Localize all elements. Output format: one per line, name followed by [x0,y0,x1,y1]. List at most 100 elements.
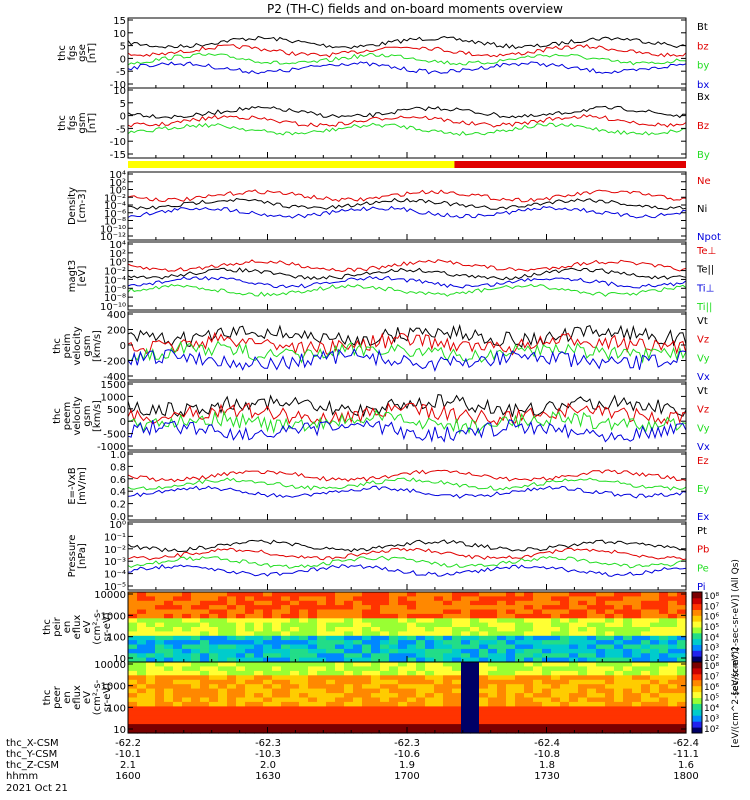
colorbar-tick: 10⁶ [704,683,719,693]
series-Bt [127,35,687,50]
y-tick-label: 10⁻⁸ [104,217,126,228]
series-Vz [127,402,687,426]
colorbar-tick: 10⁷ [704,673,719,683]
legend-entry: Vz [697,335,709,346]
legend-entry: Vx [697,442,710,453]
y-tick-label: -15 [110,150,126,161]
series-bz [127,44,687,58]
x-tick-value: -62.4 [534,738,560,749]
colorbar-cell [692,597,702,605]
y-tick-label: -5 [116,67,126,78]
panel-efield: 1.00.8 0.60.4 0.20.0 E=-VxB [mV/m] Ez Ey Ex [67,450,709,523]
y-axis-label: en [62,621,73,634]
colorbar-cell [692,715,702,722]
series-Vt [127,394,687,418]
x-axis-table: thc_X-CSM -62.2 -62.3 -62.3 -62.4 -62.4 thc_Y-… [6,738,699,794]
colorbar-cell [692,603,702,610]
legend-entry: Ey [697,484,709,495]
y-tick-label: 10 [113,86,126,97]
heatmap-cells [128,662,687,734]
y-tick-label: -200 [103,357,126,368]
y-tick-label: 1000 [101,682,126,693]
y-tick-label: -5 [116,124,126,135]
y-axis-label: [mV/m] [77,467,88,505]
legend-entry: Ni [697,204,707,215]
panel-peer_eflux: 10000 1000 100 10 thc peer en eflux eV (cm²-s-sr-… [42,660,687,736]
series-Vy [127,340,687,364]
y-tick-label: 500 [107,405,126,416]
series-Pi [127,564,687,577]
x-row-label: hhmm [6,771,38,782]
x-row-label: thc_X-CSM [6,738,59,749]
y-tick-label: 10⁰ [109,520,126,531]
y-tick-label: 10² [109,249,126,260]
y-tick-label: 10⁻³ [104,557,126,568]
x-axis-date: 2021 Oct 21 [6,783,68,794]
y-axis-label: peer [52,685,63,709]
y-tick-label: 0.0 [110,512,126,523]
colorbar-cell [692,638,702,645]
legend-entry: Pi [697,582,706,593]
series-Ne [127,189,687,203]
y-axis-label: thc [42,690,53,706]
x-tick-value: 1700 [394,771,419,782]
legend-entry: Ex [697,512,709,523]
colorbar-cell [692,673,702,681]
y-axis-label: gsm [82,405,93,426]
legend-entry: Pt [697,526,707,537]
colorbar-cell [692,727,702,734]
y-tick-label: 0 [120,417,126,428]
colorbar-cell [692,632,702,640]
series-bx [127,61,687,75]
status-bar [128,161,686,168]
x-tick-value: -11.1 [673,749,699,760]
x-tick-value: 2.1 [120,760,136,771]
y-tick-label: 100 [107,633,126,644]
y-axis-label: [nT] [87,43,98,63]
y-axis-label: (cm²-s- [92,679,103,715]
x-tick-value: -10.1 [115,749,141,760]
y-axis-label: gse [77,44,88,62]
x-tick-value: 1800 [673,771,698,782]
colorbar-label: [eV/(cm^2-sec-sr-eV)] [731,647,741,747]
series-Vy [127,409,687,435]
colorbar-cell [692,703,702,710]
y-axis-label: peir [52,616,63,636]
y-tick-label: 10⁰ [109,258,126,269]
y-tick-label: -10 [110,80,126,91]
status-segment [128,161,455,168]
y-tick-label: 10000 [94,590,126,601]
y-tick-label: 10⁰ [109,186,126,197]
series-Vt [127,323,687,349]
y-axis-label: (cm²-s- [92,609,103,645]
colorbar-cell [692,627,702,634]
y-tick-label: 10 [113,654,126,665]
y-tick-label: 5 [120,42,126,53]
y-axis-label: sr-eV) [102,683,113,712]
y-axis-label: eflux [72,685,83,710]
y-axis-label: [cm-3] [77,189,88,222]
x-tick-value: -62.4 [673,738,699,749]
y-axis-label: Density [67,187,78,225]
y-axis-label: Pressure [67,535,78,578]
x-tick-value: -10.3 [255,749,281,760]
y-tick-label: 10⁻² [104,545,126,556]
y-tick-label: 400 [107,310,126,321]
series-Vz [127,331,687,356]
legend-entry: Vy [697,353,710,364]
series-Pb [127,547,687,561]
y-axis-label: peem [62,402,73,430]
colorbar-cell [692,656,702,663]
x-tick-value: 1.6 [678,760,694,771]
y-axis-label: thc [52,338,63,354]
legend-entry: Ez [697,456,709,467]
y-axis-label: fgs [67,115,78,130]
colorbar-tick: 10² [704,725,719,735]
series-Ti⊥ [127,275,687,289]
series-Te⊥ [127,259,687,273]
panel-peir_eflux: 10000 1000 100 10 thc peir en eflux eV (cm²-s-sr-… [42,590,687,665]
x-tick-value: -62.3 [394,738,420,749]
